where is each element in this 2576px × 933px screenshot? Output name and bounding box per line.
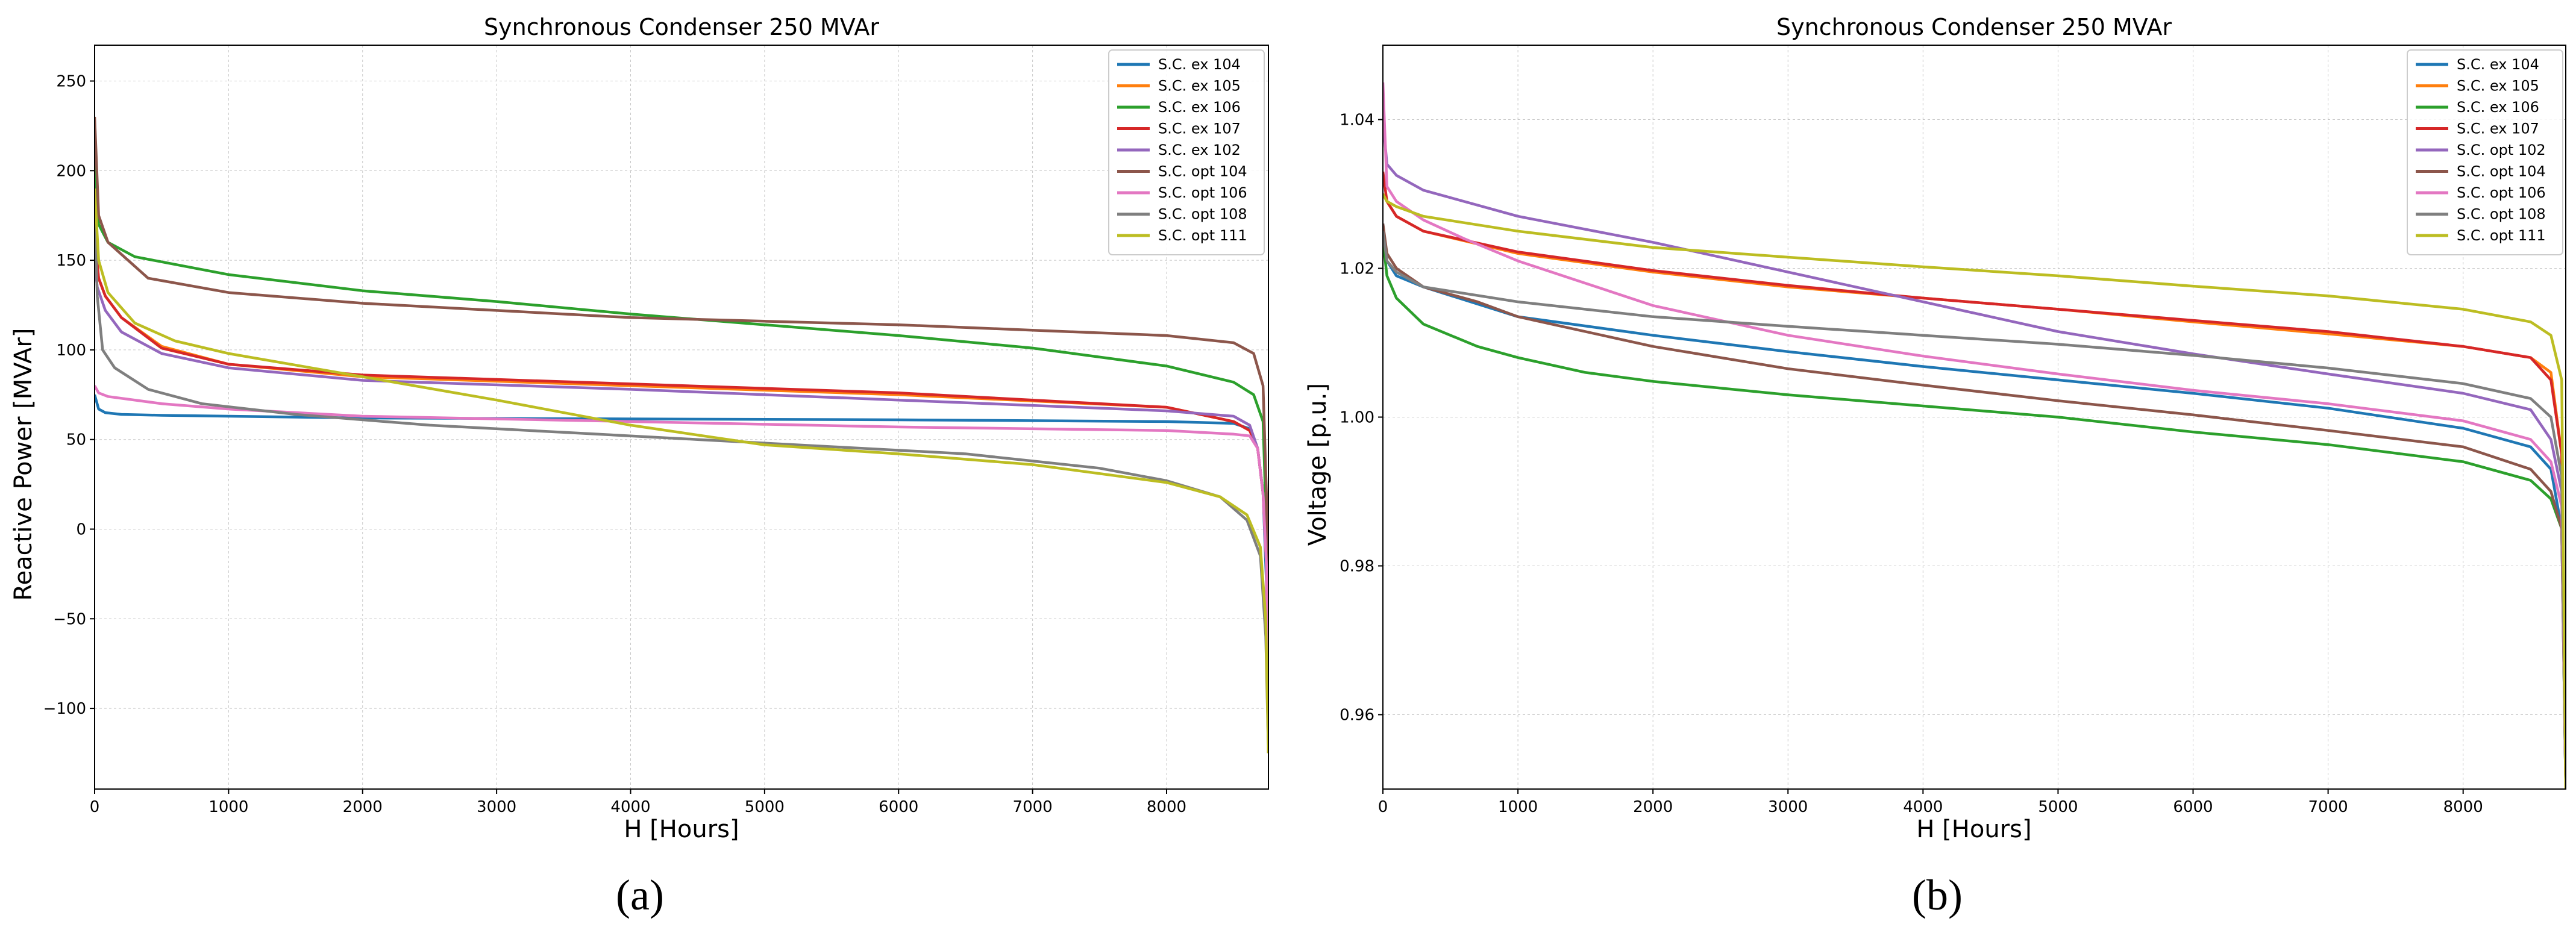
legend-box (1108, 49, 1265, 255)
legend-label: S.C. ex 104 (1158, 56, 1241, 73)
legend-label: S.C. opt 111 (1158, 227, 1247, 244)
legend-label: S.C. ex 105 (2457, 78, 2539, 95)
panel-label-b: (b) (1912, 871, 1963, 919)
x-tick-label: 6000 (2173, 798, 2213, 816)
x-tick-label: 4000 (1903, 798, 1943, 816)
x-axis-label: H [Hours] (624, 816, 739, 843)
plot-frame (94, 45, 1269, 790)
x-tick-label: 5000 (745, 798, 785, 816)
y-tick-label: 1.04 (1340, 111, 1374, 129)
y-tick-label: 50 (66, 431, 86, 449)
series-line (95, 206, 1268, 754)
y-tick-label: −100 (43, 700, 86, 718)
legend-label: S.C. opt 102 (2457, 142, 2546, 158)
series-lines (1383, 82, 2566, 789)
x-tick-label: 7000 (2308, 798, 2348, 816)
x-tick-label: 2000 (1633, 798, 1673, 816)
series-line (95, 385, 1268, 754)
legend-label: S.C. opt 108 (2457, 206, 2546, 223)
legend-label: S.C. ex 107 (2457, 120, 2539, 137)
chart-panel-b: Synchronous Condenser 250 MVAr Voltage [… (1304, 14, 2566, 919)
legend-label: S.C. ex 105 (1158, 78, 1241, 95)
x-tick-label: 4000 (610, 798, 650, 816)
chart-panel-a: Synchronous Condenser 250 MVAr Reactive … (10, 14, 1269, 919)
x-tick-label: 1000 (208, 798, 248, 816)
series-line (1383, 223, 2566, 789)
panel-label-a: (a) (616, 871, 664, 919)
y-tick-label: 200 (56, 162, 86, 180)
x-ticks: 0 1000 2000 3000 4000 5000 6000 7000 8000 (90, 789, 1186, 816)
x-tick-label: 7000 (1013, 798, 1053, 816)
series-line (1383, 119, 2566, 789)
legend-box (2407, 49, 2563, 255)
y-tick-label: 1.00 (1340, 409, 1374, 427)
y-tick-label: 0 (76, 520, 86, 538)
chart-title: Synchronous Condenser 250 MVAr (484, 14, 879, 40)
series-line (95, 152, 1268, 754)
series-line (95, 188, 1268, 754)
x-tick-label: 8000 (1147, 798, 1186, 816)
legend-label: S.C. opt 104 (2457, 163, 2546, 180)
y-tick-label: 0.96 (1340, 707, 1374, 725)
y-axis-label: Reactive Power [MVAr] (10, 328, 37, 601)
y-ticks: 0.96 0.98 1.00 1.02 1.04 (1340, 111, 1383, 725)
x-tick-label: 5000 (2038, 798, 2078, 816)
x-ticks: 0 1000 2000 3000 4000 5000 6000 7000 8000 (1378, 789, 2483, 816)
legend-label: S.C. opt 106 (2457, 184, 2546, 201)
legend-label: S.C. opt 108 (1158, 206, 1247, 223)
series-line (1383, 231, 2566, 789)
x-tick-label: 0 (1378, 798, 1388, 816)
legend-label: S.C. ex 106 (1158, 99, 1241, 116)
series-line (1383, 238, 2566, 789)
legend: S.C. ex 104 S.C. ex 105 S.C. ex 106 S.C. ex… (2407, 49, 2563, 255)
x-tick-label: 2000 (343, 798, 383, 816)
legend-label: S.C. opt 104 (1158, 163, 1247, 180)
x-tick-label: 1000 (1498, 798, 1538, 816)
y-tick-label: −50 (53, 610, 86, 628)
series-lines (95, 116, 1268, 754)
series-line (1383, 171, 2566, 789)
legend-label: S.C. ex 106 (2457, 99, 2539, 116)
legend-label: S.C. ex 102 (1158, 142, 1241, 158)
y-tick-label: 150 (56, 252, 86, 270)
legend-label: S.C. opt 111 (2457, 227, 2546, 244)
chart-title: Synchronous Condenser 250 MVAr (1776, 14, 2172, 40)
series-line (95, 116, 1268, 754)
series-line (1383, 82, 2566, 789)
x-tick-label: 0 (90, 798, 100, 816)
y-tick-label: 100 (56, 342, 86, 360)
x-tick-label: 6000 (879, 798, 918, 816)
y-tick-label: 250 (56, 73, 86, 91)
legend-label: S.C. opt 106 (1158, 184, 1247, 201)
legend-label: S.C. ex 107 (1158, 120, 1241, 137)
x-tick-label: 3000 (1768, 798, 1808, 816)
legend-label: S.C. ex 104 (2457, 56, 2539, 73)
series-line (1383, 193, 2566, 789)
y-axis-label: Voltage [p.u.] (1304, 383, 1332, 546)
x-tick-label: 8000 (2443, 798, 2483, 816)
legend: S.C. ex 104 S.C. ex 105 S.C. ex 106 S.C. ex… (1108, 49, 1265, 255)
x-tick-label: 3000 (477, 798, 516, 816)
y-ticks: −100 −50 0 50 100 150 200 250 (43, 73, 95, 718)
x-axis-label: H [Hours] (1916, 816, 2031, 843)
y-tick-label: 1.02 (1340, 260, 1374, 278)
y-tick-label: 0.98 (1340, 558, 1374, 576)
